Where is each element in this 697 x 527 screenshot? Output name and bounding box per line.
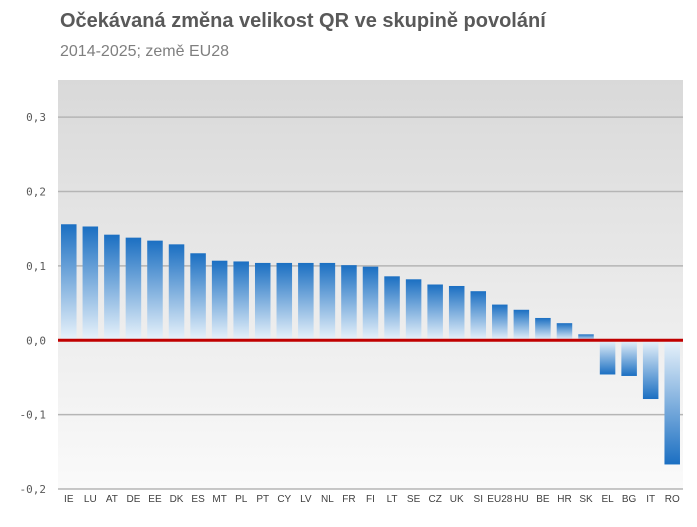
x-tick-label: HU: [514, 494, 528, 505]
y-tick-label: 0,2: [26, 186, 46, 199]
bar-se: [405, 279, 422, 341]
bar-mt: [211, 260, 228, 341]
y-tick-label: 0,3: [26, 111, 46, 124]
x-tick-label: AT: [106, 494, 118, 505]
bar-pt: [254, 262, 271, 341]
x-tick-label: IE: [64, 494, 74, 505]
bar-fr: [341, 265, 357, 341]
x-tick-label: EU28: [487, 494, 512, 505]
x-tick-label: PL: [235, 494, 248, 505]
x-tick-label: EE: [148, 494, 162, 505]
x-tick-label: HR: [557, 494, 571, 505]
x-tick-label: RO: [665, 494, 680, 505]
bar-ro: [664, 340, 680, 465]
x-tick-label: FR: [342, 494, 355, 505]
x-tick-label: DE: [126, 494, 140, 505]
bar-uk: [448, 285, 465, 341]
x-tick-label: ES: [191, 494, 205, 505]
x-tick-label: NL: [321, 494, 334, 505]
bar-cz: [427, 284, 443, 341]
y-tick-label: -0,1: [20, 409, 47, 422]
bar-sk: [578, 334, 594, 341]
x-tick-label: DK: [170, 494, 184, 505]
x-tick-label: SE: [407, 494, 421, 505]
x-tick-label: BE: [536, 494, 550, 505]
bars: [61, 224, 680, 465]
bar-ie: [61, 224, 77, 341]
x-tick-label: BG: [622, 494, 637, 505]
y-tick-label: 0,1: [26, 260, 46, 273]
x-tick-label: UK: [450, 494, 464, 505]
y-tick-label: 0,0: [26, 334, 46, 347]
bar-be: [535, 317, 551, 341]
bar-el: [599, 340, 616, 375]
x-tick-label: MT: [212, 494, 226, 505]
bar-de: [125, 237, 142, 341]
x-tick-label: SK: [579, 494, 593, 505]
bar-si: [470, 291, 487, 341]
bar-bg: [621, 340, 637, 376]
bar-pl: [233, 261, 249, 341]
bar-lv: [298, 262, 314, 341]
x-tick-label: PT: [256, 494, 269, 505]
x-tick-label: LU: [84, 494, 97, 505]
x-tick-label: FI: [366, 494, 375, 505]
x-tick-label: EL: [601, 494, 614, 505]
y-tick-label: -0,2: [20, 483, 47, 496]
bar-lu: [82, 226, 99, 341]
bar-nl: [319, 262, 336, 341]
bar-ee: [147, 240, 163, 341]
bar-hr: [556, 323, 573, 341]
chart-title: Očekávaná změna velikost QR ve skupině p…: [60, 10, 546, 32]
bar-it: [642, 340, 659, 400]
bar-hu: [513, 309, 530, 341]
chart-subtitle: 2014-2025; země EU28: [60, 43, 229, 60]
x-tick-label: CY: [277, 494, 291, 505]
bar-lt: [384, 276, 400, 341]
x-tick-label: CZ: [428, 494, 441, 505]
x-tick-label: LT: [387, 494, 398, 505]
bar-fi: [362, 266, 379, 341]
bar-at: [104, 234, 120, 341]
bar-eu28: [492, 304, 508, 341]
y-ticks: -0,2 -0,1 0,0 0,1 0,2 0,3: [20, 111, 47, 496]
x-tick-label: LV: [300, 494, 312, 505]
x-ticks: IE LU AT DE EE DK ES MT PL PT CY LV NL FR FI LT SE CZ UK SI…: [64, 494, 680, 505]
bar-es: [190, 253, 206, 341]
x-tick-label: SI: [474, 494, 483, 505]
bar-dk: [168, 244, 185, 341]
bar-cy: [276, 262, 293, 341]
x-tick-label: IT: [646, 494, 655, 505]
